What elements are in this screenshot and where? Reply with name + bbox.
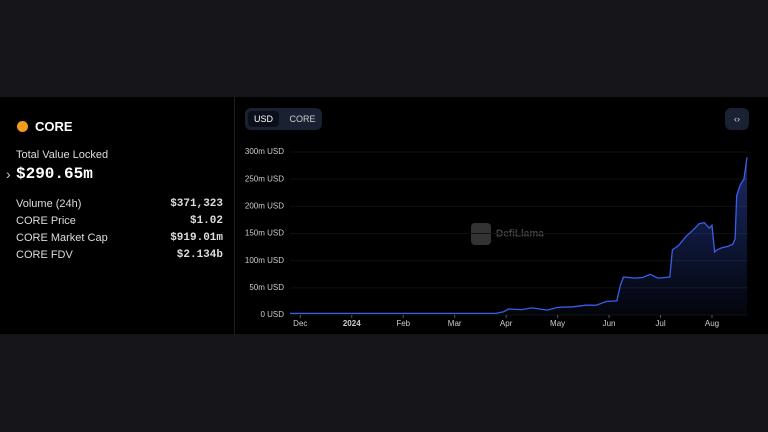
- stat-row: CORE Market Cap $919.01m: [16, 232, 223, 244]
- stat-label: Volume (24h): [16, 198, 82, 210]
- stat-label: CORE Price: [16, 215, 76, 227]
- y-tick-label: 150m USD: [245, 229, 284, 238]
- stat-row: CORE FDV $2.134b: [16, 249, 223, 261]
- stat-row: CORE Price $1.02: [16, 215, 223, 227]
- currency-toggle: USD CORE: [245, 108, 322, 130]
- chart: DefiLlama 0 USD 50m USD 100m USD 150m USD 20…: [245, 147, 748, 328]
- x-tick-label: Mar: [448, 319, 462, 328]
- stat-value: $2.134b: [176, 249, 223, 261]
- stat-value: $371,323: [170, 198, 223, 210]
- expand-arrow[interactable]: ›: [6, 166, 11, 182]
- y-tick-label: 300m USD: [245, 147, 284, 156]
- toggle-core[interactable]: CORE: [289, 114, 316, 124]
- y-tick-label: 250m USD: [245, 174, 284, 183]
- tvl-value: $290.65m: [16, 165, 93, 183]
- toggle-usd[interactable]: USD: [248, 111, 279, 127]
- stats-panel: CORE Total Value Locked › $290.65m Volum…: [0, 97, 235, 334]
- token-name: CORE: [35, 119, 73, 134]
- tvl-label: Total Value Locked: [16, 149, 109, 161]
- token-icon: [17, 121, 28, 132]
- x-tick-label: Apr: [500, 319, 513, 328]
- y-tick-label: 0 USD: [260, 310, 284, 319]
- line: [290, 157, 748, 315]
- x-tick-label: Feb: [396, 319, 410, 328]
- y-tick-label: 100m USD: [245, 256, 284, 265]
- x-tick-label: Aug: [705, 319, 719, 328]
- main-panel: CORE Total Value Locked › $290.65m Volum…: [0, 97, 768, 334]
- x-tick-label: Jul: [655, 319, 665, 328]
- stat-value: $919.01m: [170, 232, 223, 244]
- stat-label: CORE Market Cap: [16, 232, 108, 244]
- x-tick-label: May: [550, 319, 565, 328]
- area: [290, 157, 747, 315]
- x-tick-label: Dec: [293, 319, 307, 328]
- x-tick-label: Jun: [603, 319, 616, 328]
- embed-button[interactable]: ‹›: [725, 108, 749, 130]
- stat-row: Volume (24h) $371,323: [16, 198, 223, 210]
- y-tick-label: 200m USD: [245, 201, 284, 210]
- stat-value: $1.02: [189, 215, 223, 227]
- stat-label: CORE FDV: [16, 249, 73, 261]
- y-tick-label: 50m USD: [249, 283, 284, 292]
- x-tick-label: 2024: [343, 319, 361, 328]
- watermark: DefiLlama: [496, 229, 544, 240]
